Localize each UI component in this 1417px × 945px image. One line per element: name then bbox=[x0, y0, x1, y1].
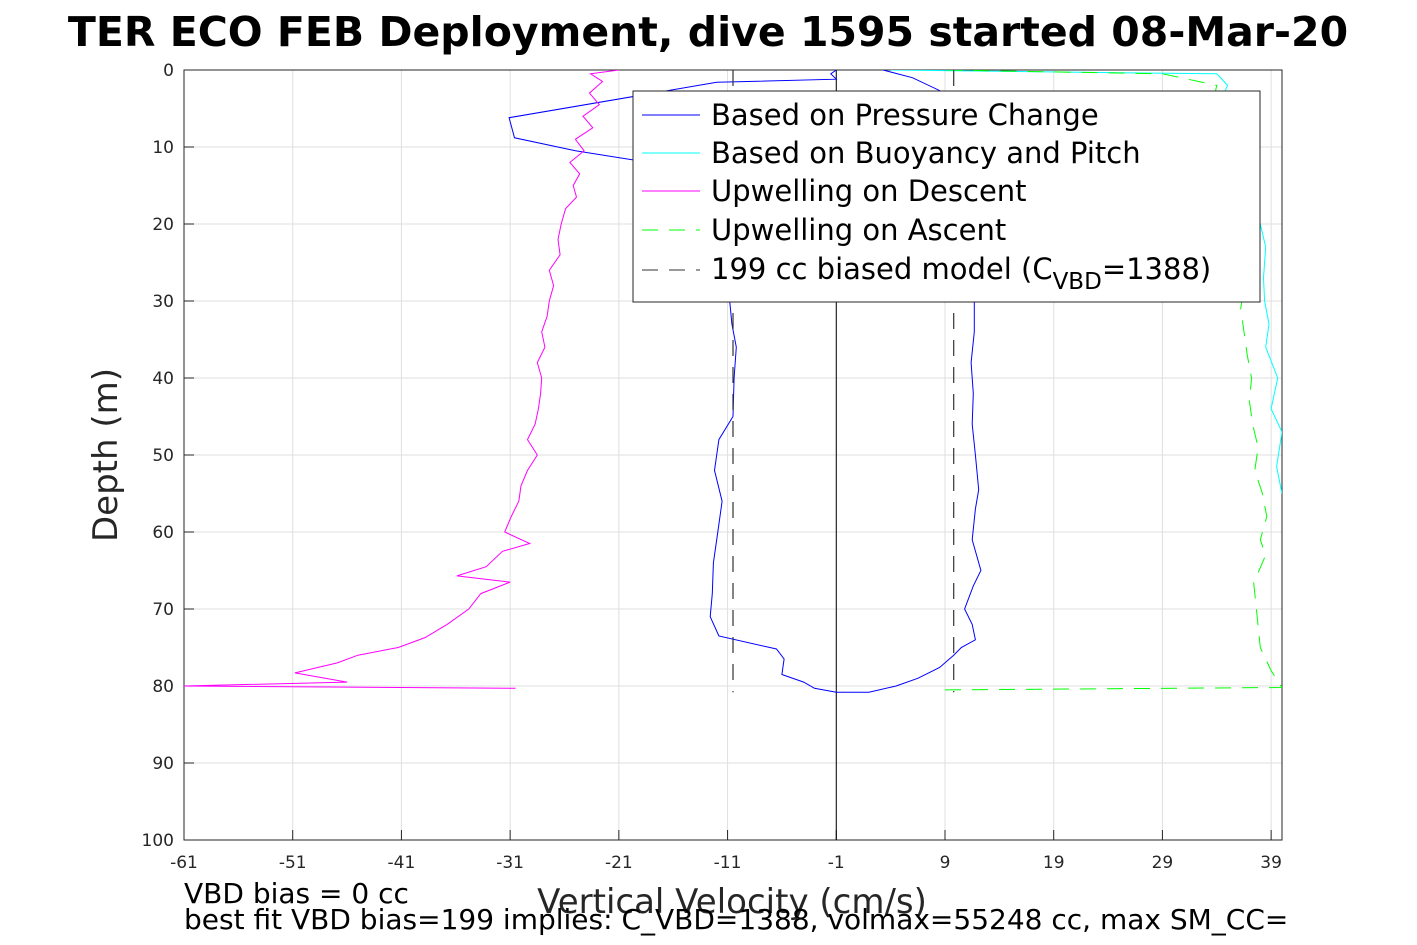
y-tick-label: 80 bbox=[152, 677, 174, 697]
x-tick-label: 9 bbox=[940, 853, 951, 873]
series-line-2 bbox=[184, 70, 619, 689]
legend-label-biased-sub: VBD bbox=[1053, 269, 1102, 295]
legend-label-biased-main: 199 cc biased model (C bbox=[711, 252, 1053, 286]
x-axis-label: Vertical Velocity (cm/s) bbox=[537, 882, 927, 922]
y-tick-label: 0 bbox=[163, 61, 174, 81]
legend-label-buoyancy: Based on Buoyancy and Pitch bbox=[711, 136, 1141, 170]
x-tick-label: -1 bbox=[828, 853, 845, 873]
y-tick-label: 30 bbox=[152, 292, 174, 312]
y-tick-label: 20 bbox=[152, 215, 174, 235]
footer-vbd-bias: VBD bias = 0 cc bbox=[184, 877, 409, 910]
y-tick-label: 100 bbox=[142, 831, 174, 851]
legend-label-biased-end: =1388) bbox=[1102, 252, 1211, 286]
legend-label-upwelling-descent: Upwelling on Descent bbox=[711, 174, 1027, 208]
y-tick-label: 10 bbox=[152, 138, 174, 158]
x-tick-label: -21 bbox=[605, 853, 633, 873]
y-tick-label: 40 bbox=[152, 369, 174, 389]
footer-best-fit: best fit VBD bias=199 implies: C_VBD=138… bbox=[184, 903, 1288, 936]
chart-title: TER ECO FEB Deployment, dive 1595 starte… bbox=[68, 8, 1348, 56]
x-tick-label: -11 bbox=[714, 853, 742, 873]
legend-box bbox=[632, 90, 1261, 303]
x-tick-label: -51 bbox=[279, 853, 307, 873]
y-tick-label: 90 bbox=[152, 754, 174, 774]
y-tick-label: 60 bbox=[152, 523, 174, 543]
legend-label-biased-model: 199 cc biased model (CVBD=1388) bbox=[711, 252, 1211, 295]
y-tick-labels: 0 10 20 30 40 50 60 70 80 90 100 bbox=[142, 61, 174, 851]
legend-label-pressure: Based on Pressure Change bbox=[711, 98, 1099, 132]
x-tick-labels: -61 -51 -41 -31 -21 -11 -1 9 19 29 39 bbox=[170, 853, 1282, 873]
y-tick-label: 70 bbox=[152, 600, 174, 620]
legend: Based on Pressure Change Based on Buoyan… bbox=[632, 90, 1261, 303]
y-axis-label: Depth (m) bbox=[86, 368, 126, 542]
x-tick-label: 39 bbox=[1260, 853, 1282, 873]
legend-label-upwelling-ascent: Upwelling on Ascent bbox=[711, 213, 1006, 247]
y-tick-label: 50 bbox=[152, 446, 174, 466]
x-tick-label: -41 bbox=[388, 853, 416, 873]
x-tick-label: -61 bbox=[170, 853, 198, 873]
x-tick-label: -31 bbox=[496, 853, 524, 873]
x-tick-label: 29 bbox=[1152, 853, 1174, 873]
x-tick-label: 19 bbox=[1043, 853, 1065, 873]
